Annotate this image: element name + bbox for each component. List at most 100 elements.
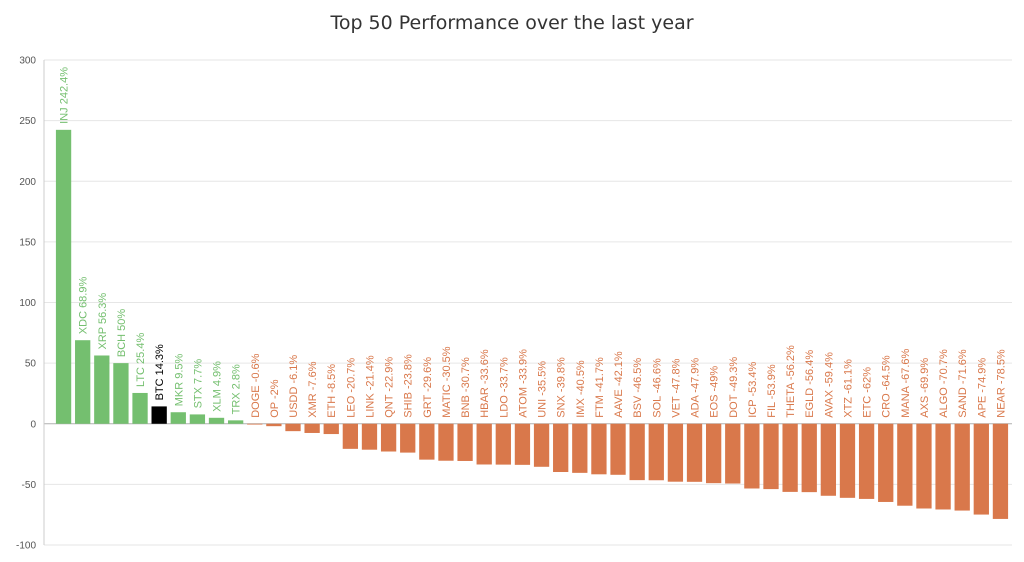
bar-snx[interactable]	[553, 423, 569, 473]
data-label-hbar: HBAR -33.6%	[479, 349, 491, 418]
y-tick-label: -100	[16, 541, 36, 552]
bar-uni[interactable]	[533, 423, 550, 467]
bar-icp[interactable]	[744, 423, 760, 489]
data-label-sol: SOL -46.6%	[651, 358, 663, 418]
bar-stx[interactable]	[189, 414, 206, 424]
y-tick-label: 200	[19, 177, 36, 188]
bar-sol[interactable]	[648, 423, 664, 481]
bar-inj[interactable]	[55, 129, 72, 424]
bar-link[interactable]	[361, 423, 378, 450]
bar-leo[interactable]	[342, 423, 359, 449]
bar-atom[interactable]	[514, 423, 531, 465]
bar-xmr[interactable]	[304, 423, 320, 433]
bar-eos[interactable]	[705, 423, 722, 484]
data-label-ldo: LDO -33.7%	[498, 357, 510, 418]
data-label-inj: INJ 242.4%	[59, 67, 71, 124]
y-tick-label: 250	[19, 116, 36, 127]
bar-op[interactable]	[266, 423, 282, 427]
bar-aave[interactable]	[610, 423, 626, 475]
bar-eth[interactable]	[323, 423, 339, 435]
bar-xrp[interactable]	[94, 355, 110, 424]
data-label-aave: AAVE -42.1%	[613, 351, 625, 418]
bar-ltc[interactable]	[132, 392, 148, 424]
bar-mkr[interactable]	[170, 412, 186, 424]
bar-ldo[interactable]	[495, 423, 511, 465]
bar-ftm[interactable]	[591, 423, 607, 475]
data-label-grt: GRT -29.6%	[422, 357, 434, 418]
bar-theta[interactable]	[782, 423, 798, 492]
y-tick-label: 0	[30, 419, 36, 430]
bar-hbar[interactable]	[476, 423, 492, 465]
data-label-avax: AVAX -59.4%	[823, 352, 835, 418]
bar-near[interactable]	[992, 423, 1009, 519]
data-label-mkr: MKR 9.5%	[173, 353, 185, 406]
bar-bnb[interactable]	[457, 423, 473, 461]
bar-sand[interactable]	[954, 423, 970, 511]
data-label-uni: UNI -35.5%	[537, 361, 549, 418]
bar-egld[interactable]	[801, 423, 817, 493]
data-label-theta: THETA -56.2%	[785, 345, 797, 418]
data-label-ftm: FTM -41.7%	[594, 357, 606, 418]
bar-grt[interactable]	[419, 423, 435, 460]
bar-ada[interactable]	[686, 423, 703, 482]
data-label-eos: EOS -49%	[709, 366, 721, 418]
bar-shib[interactable]	[400, 423, 416, 453]
bar-btc[interactable]	[151, 406, 167, 424]
y-tick-label: 300	[19, 56, 36, 67]
data-label-stx: STX 7.7%	[192, 359, 204, 409]
bar-ape[interactable]	[973, 423, 989, 515]
data-label-fil: FIL -53.9%	[766, 364, 778, 418]
bar-imx[interactable]	[572, 423, 588, 473]
bar-cro[interactable]	[878, 423, 894, 502]
data-label-btc: BTC 14.3%	[154, 344, 166, 400]
data-label-ltc: LTC 25.4%	[135, 333, 147, 387]
data-label-ape: APE -74.9%	[976, 358, 988, 418]
bar-xtz[interactable]	[839, 423, 856, 498]
bar-avax[interactable]	[820, 423, 837, 496]
bar-doge[interactable]	[247, 423, 263, 425]
bar-mana[interactable]	[897, 423, 913, 506]
data-label-xmr: XMR -7.6%	[307, 361, 319, 417]
data-label-op: OP -2%	[269, 379, 281, 418]
data-label-snx: SNX -39.8%	[556, 357, 568, 418]
bar-dot[interactable]	[725, 423, 741, 484]
data-label-xdc: XDC 68.9%	[78, 277, 90, 335]
data-label-xrp: XRP 56.3%	[97, 293, 109, 350]
bar-bch[interactable]	[113, 363, 129, 424]
data-label-imx: IMX -40.5%	[575, 360, 587, 418]
data-label-bsv: BSV -46.5%	[632, 358, 644, 418]
data-label-bnb: BNB -30.7%	[460, 357, 472, 418]
y-tick-label: 100	[19, 298, 36, 309]
bar-algo[interactable]	[935, 423, 951, 510]
data-label-shib: SHIB -23.8%	[403, 354, 415, 418]
bar-vet[interactable]	[667, 423, 684, 482]
data-label-etc: ETC -62%	[862, 367, 874, 418]
bar-matic[interactable]	[438, 423, 454, 461]
data-label-matic: MATIC -30.5%	[441, 346, 453, 418]
data-label-qnt: QNT -22.9%	[384, 357, 396, 418]
bar-usdd[interactable]	[285, 423, 301, 432]
data-label-mana: MANA -67.6%	[900, 348, 912, 417]
data-label-usdd: USDD -6.1%	[288, 355, 300, 418]
data-label-axs: AXS -69.9%	[919, 358, 931, 418]
bar-axs[interactable]	[916, 423, 932, 509]
data-label-egld: EGLD -56.4%	[804, 350, 816, 418]
data-label-link: LINK -21.4%	[364, 355, 376, 418]
data-label-bch: BCH 50%	[116, 309, 128, 358]
bar-xdc[interactable]	[75, 340, 91, 424]
bar-bsv[interactable]	[629, 423, 645, 481]
bar-fil[interactable]	[763, 423, 779, 490]
data-label-atom: ATOM -33.9%	[517, 349, 529, 418]
y-tick-label: 150	[19, 237, 36, 248]
data-label-eth: ETH -8.5%	[326, 364, 338, 418]
bar-etc[interactable]	[858, 423, 875, 499]
bar-xlm[interactable]	[208, 417, 225, 424]
data-label-leo: LEO -20.7%	[345, 358, 357, 418]
bar-trx[interactable]	[227, 420, 244, 424]
chart-title: Top 50 Performance over the last year	[330, 12, 694, 34]
y-tick-label: 50	[25, 359, 37, 370]
data-label-vet: VET -47.8%	[670, 358, 682, 417]
bar-qnt[interactable]	[380, 423, 397, 452]
